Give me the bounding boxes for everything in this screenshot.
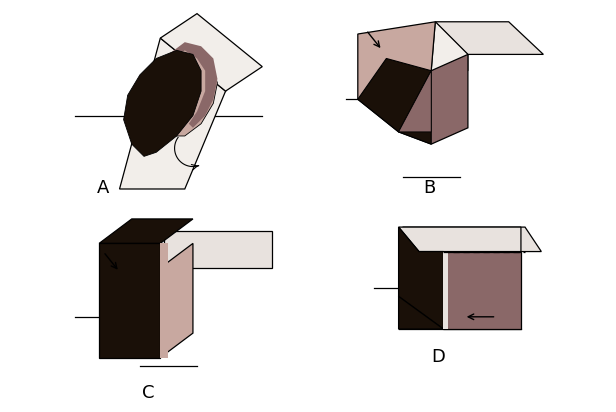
Text: C: C [142,384,155,403]
Polygon shape [399,296,444,329]
Polygon shape [431,22,468,71]
Polygon shape [358,59,431,132]
Polygon shape [444,252,521,329]
Polygon shape [120,38,225,189]
Polygon shape [399,71,431,144]
Text: A: A [97,179,110,197]
Text: D: D [431,348,445,366]
Polygon shape [160,243,193,358]
Polygon shape [403,227,541,252]
Polygon shape [124,50,201,157]
Polygon shape [358,22,436,132]
Polygon shape [164,231,272,268]
Polygon shape [399,71,431,132]
Polygon shape [99,243,160,358]
Polygon shape [444,252,448,329]
Polygon shape [399,227,521,252]
Polygon shape [148,46,217,136]
Polygon shape [399,227,444,329]
Polygon shape [399,54,468,144]
Polygon shape [99,219,193,243]
Polygon shape [160,14,262,91]
Polygon shape [436,22,543,54]
Polygon shape [160,243,168,358]
Text: B: B [423,179,436,197]
Polygon shape [168,42,217,128]
